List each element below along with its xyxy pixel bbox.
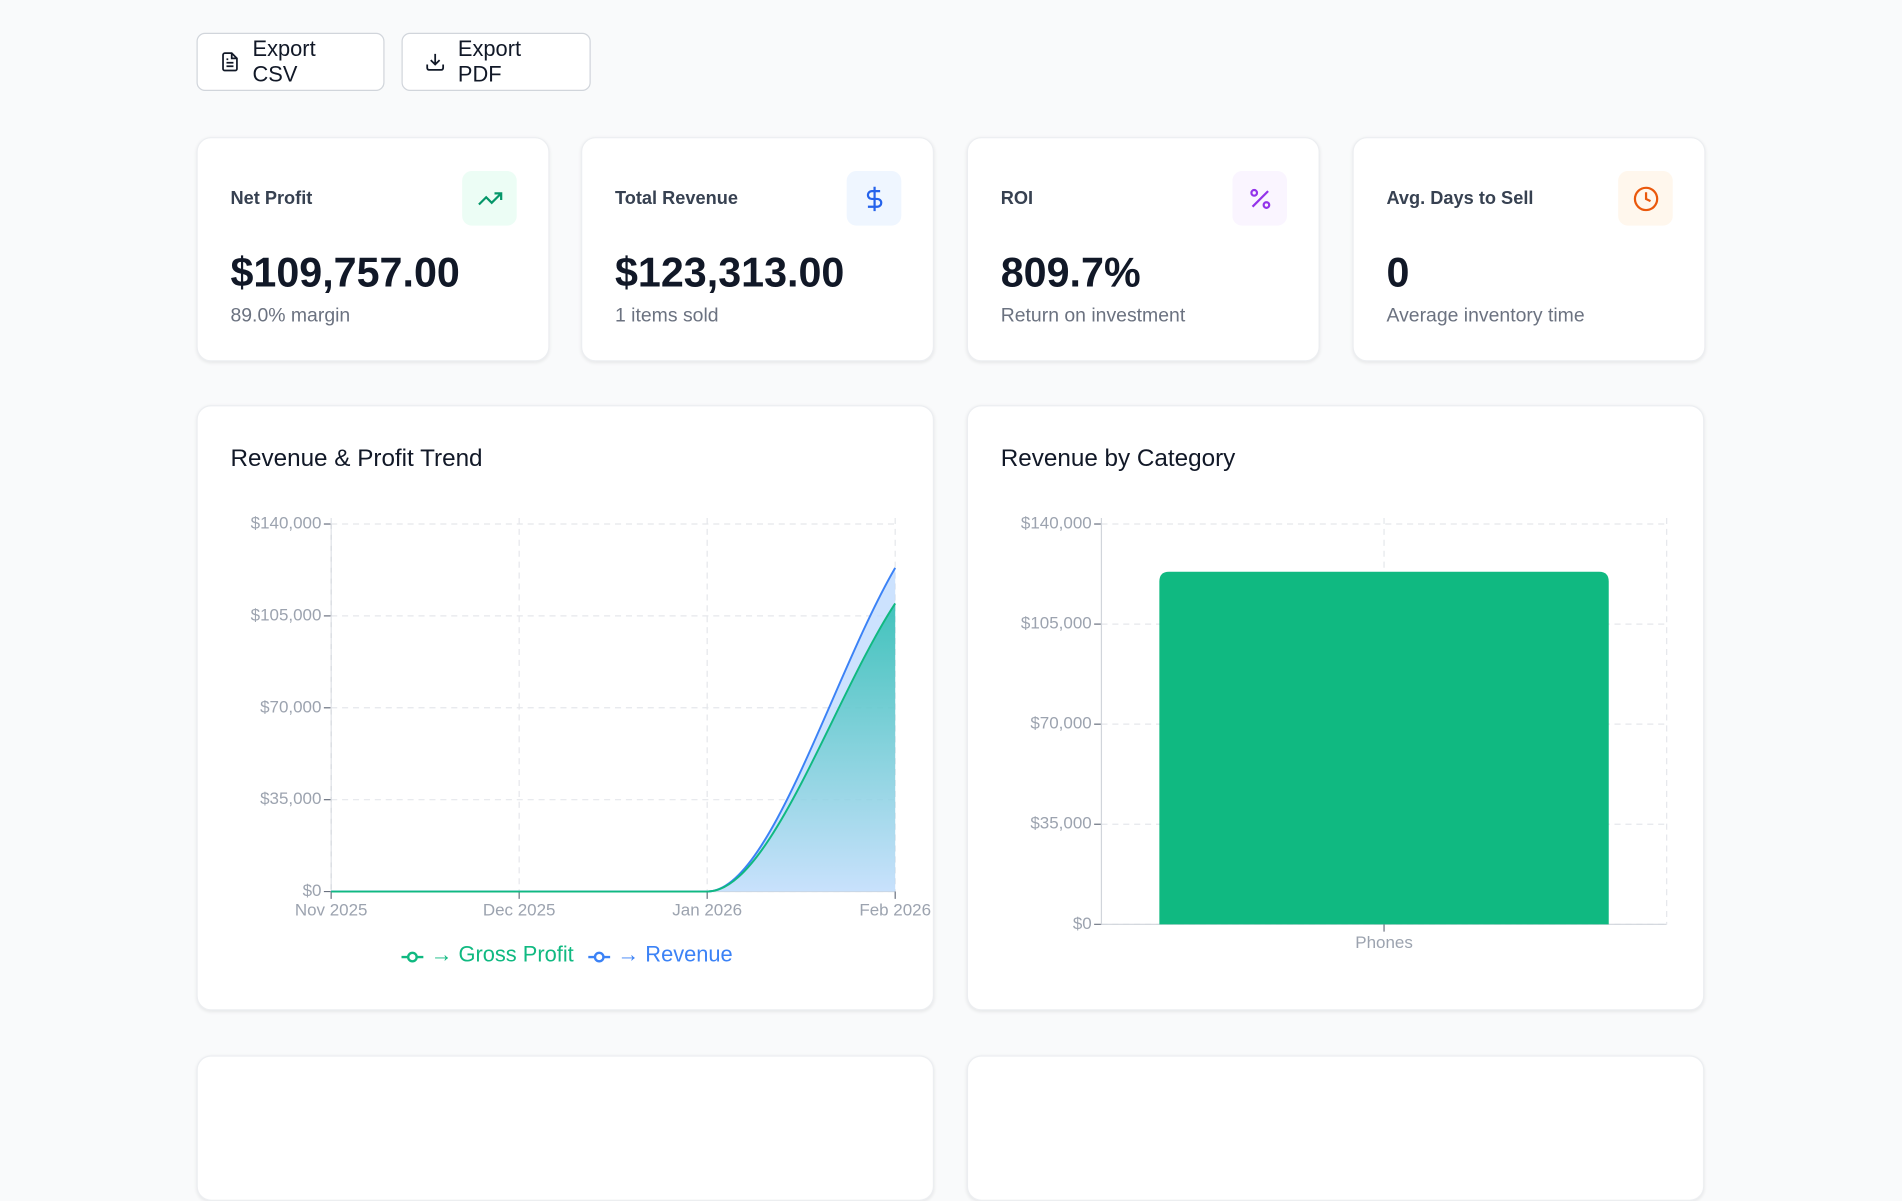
kpi-label: ROI: [1000, 188, 1034, 209]
kpi-value: $123,313.00: [614, 249, 845, 296]
card: [966, 1055, 1705, 1201]
kpi-label: Avg. Days to Sell: [1386, 188, 1534, 209]
x-tick-label: Feb 2026: [859, 900, 931, 919]
y-tick-label: $35,000: [260, 789, 321, 808]
kpi-value: 809.7%: [1000, 249, 1141, 296]
y-tick-label: $0: [1073, 914, 1092, 933]
download-icon: [426, 53, 445, 71]
export-csv-button[interactable]: Export CSV: [196, 32, 385, 91]
y-tick-label: $0: [303, 881, 322, 900]
bar: [1159, 571, 1609, 925]
x-tick-label: Jan 2026: [672, 900, 742, 919]
dashboard: Export CSV Export PDF Net Profit $109,75…: [196, 32, 1706, 1201]
kpi-subtext: 1 items sold: [614, 305, 719, 327]
kpi-value: $109,757.00: [230, 249, 460, 296]
kpi-card: ROI 809.7% Return on investment: [966, 137, 1320, 362]
legend-marker: [593, 951, 605, 963]
y-tick-label: $35,000: [1030, 814, 1091, 833]
y-tick-label: $140,000: [1021, 514, 1092, 533]
kpi-subtext: Return on investment: [1000, 305, 1186, 327]
y-tick-label: $105,000: [1021, 614, 1092, 633]
kpi-icon: [1618, 171, 1673, 226]
legend-label: → Gross Profit: [431, 942, 574, 967]
legend-label: → Revenue: [617, 942, 732, 967]
x-tick-label: Phones: [1355, 933, 1413, 952]
x-tick-label: Nov 2025: [295, 900, 368, 919]
kpi-label: Net Profit: [230, 188, 313, 209]
kpi-subtext: 89.0% margin: [230, 305, 351, 327]
chart-card: Revenue by Category $0 $35,000 $70,000 $105,…: [966, 405, 1705, 1011]
chart-card: Revenue & Profit Trend $0 $35,000 $70,000 $1…: [196, 405, 935, 1011]
y-tick-label: $70,000: [1030, 714, 1091, 733]
chart: Revenue by Category $0 $35,000 $70,000 $105,…: [1001, 445, 1668, 952]
export-pdf-button[interactable]: Export PDF: [401, 32, 591, 91]
card: [196, 1055, 935, 1201]
kpi-value: 0: [1386, 249, 1410, 296]
y-tick-label: $70,000: [260, 697, 321, 716]
button-label: Export CSV: [252, 36, 316, 87]
kpi-icon: [462, 171, 517, 226]
file-icon: [222, 52, 238, 72]
kpi-card: Avg. Days to Sell 0 Average inventory ti…: [1352, 137, 1706, 362]
area: [331, 603, 896, 892]
kpi-card: Net Profit $109,757.00 89.0% margin: [196, 137, 550, 362]
chart: Revenue & Profit Trend $0 $35,000 $70,000 $1…: [230, 445, 931, 967]
y-tick-label: $105,000: [251, 605, 322, 624]
kpi-label: Total Revenue: [614, 188, 739, 209]
kpi-icon: [846, 171, 902, 226]
page: Export CSV Export PDF Net Profit $109,75…: [196, 32, 1706, 1201]
kpi-card: Total Revenue $123,313.00 1 items sold: [581, 137, 935, 362]
x-tick-label: Dec 2025: [483, 900, 556, 919]
kpi-subtext: Average inventory time: [1386, 305, 1585, 327]
button-label: Export PDF: [457, 36, 522, 87]
legend-marker: [406, 951, 418, 963]
chart-title: Revenue by Category: [1001, 445, 1236, 472]
y-tick-label: $140,000: [251, 514, 322, 533]
line: [331, 602, 897, 893]
kpi-icon: [1232, 171, 1288, 226]
chart-title: Revenue & Profit Trend: [230, 445, 482, 472]
